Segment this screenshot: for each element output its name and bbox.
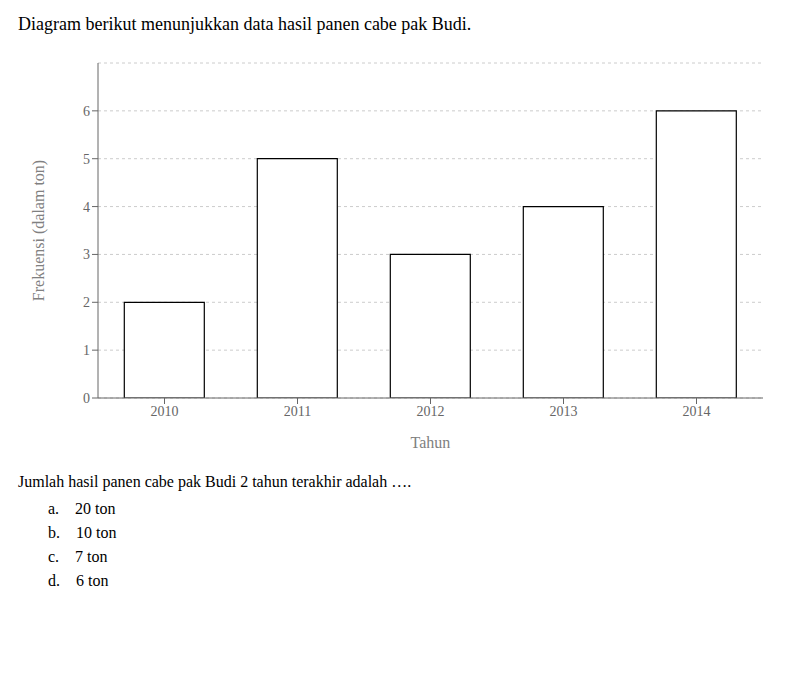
html-text:Diagram berikut menunjukkan da: Diagram berikut menunjukkan data hasil p… <box>18 14 472 34</box>
svg-text:Frekuensi (dalam ton): Frekuensi (dalam ton) <box>30 160 48 301</box>
svg-text:3: 3 <box>83 247 90 262</box>
html-text:b. 10 ton: b. 10 ton <box>48 524 117 541</box>
svg-text:0: 0 <box>83 391 90 406</box>
html-text:a. 20 ton: a. 20 ton <box>48 500 116 517</box>
svg-text:2013: 2013 <box>550 404 578 419</box>
svg-text:2: 2 <box>83 295 90 310</box>
html-text:Jumlah hasil panen cabe pak Bu: Jumlah hasil panen cabe pak Budi 2 tahun… <box>18 473 412 490</box>
svg-text:6: 6 <box>83 104 90 119</box>
svg-text:5: 5 <box>83 152 90 167</box>
svg-text:2011: 2011 <box>284 404 311 419</box>
svg-text:1: 1 <box>83 343 90 358</box>
html-text:c. 7 ton: c. 7 ton <box>48 548 108 565</box>
svg-text:4: 4 <box>83 200 90 215</box>
html-text:d. 6 ton: d. 6 ton <box>48 572 109 589</box>
svg-text:2014: 2014 <box>683 404 711 419</box>
svg-text:2012: 2012 <box>417 404 445 419</box>
svg-text:Tahun: Tahun <box>411 434 451 451</box>
svg-text:2010: 2010 <box>151 404 179 419</box>
